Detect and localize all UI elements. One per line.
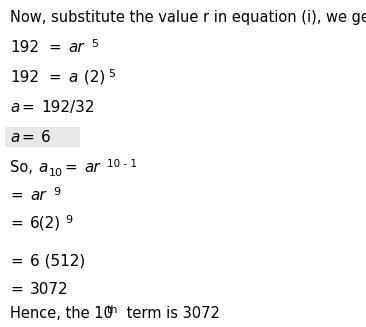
Text: 10: 10 xyxy=(49,168,63,178)
Text: So,: So, xyxy=(10,160,37,175)
Text: ar: ar xyxy=(68,40,83,55)
Text: 5: 5 xyxy=(108,69,115,79)
Text: ar: ar xyxy=(30,188,46,203)
Text: Hence, the 10: Hence, the 10 xyxy=(10,306,113,321)
Text: 192: 192 xyxy=(10,70,39,85)
Text: =: = xyxy=(48,40,61,55)
Text: a: a xyxy=(38,160,47,175)
Text: 3072: 3072 xyxy=(30,282,69,297)
Text: 10 - 1: 10 - 1 xyxy=(107,159,137,169)
Text: Now, substitute the value r in equation (i), we get: Now, substitute the value r in equation … xyxy=(10,10,366,25)
Text: 9: 9 xyxy=(65,215,72,225)
Text: term is 3072: term is 3072 xyxy=(122,306,220,321)
Text: a: a xyxy=(10,100,19,115)
Text: =: = xyxy=(10,282,23,297)
Text: =: = xyxy=(21,100,34,115)
Text: =: = xyxy=(10,188,23,203)
Text: ar: ar xyxy=(84,160,100,175)
Text: 6: 6 xyxy=(41,130,51,145)
Text: 192/32: 192/32 xyxy=(41,100,94,115)
Text: 6 (512): 6 (512) xyxy=(30,254,85,269)
Text: =: = xyxy=(10,216,23,231)
Text: 9: 9 xyxy=(53,187,60,197)
Text: =: = xyxy=(10,254,23,269)
Text: (2): (2) xyxy=(79,70,105,85)
Text: =: = xyxy=(48,70,61,85)
Text: a: a xyxy=(68,70,77,85)
Text: a: a xyxy=(10,130,19,145)
Text: =: = xyxy=(21,130,34,145)
Text: 192: 192 xyxy=(10,40,39,55)
Text: 6(2): 6(2) xyxy=(30,216,61,231)
Text: 5: 5 xyxy=(91,39,98,49)
Text: =: = xyxy=(64,160,77,175)
FancyBboxPatch shape xyxy=(5,127,80,147)
Text: th: th xyxy=(107,305,119,315)
